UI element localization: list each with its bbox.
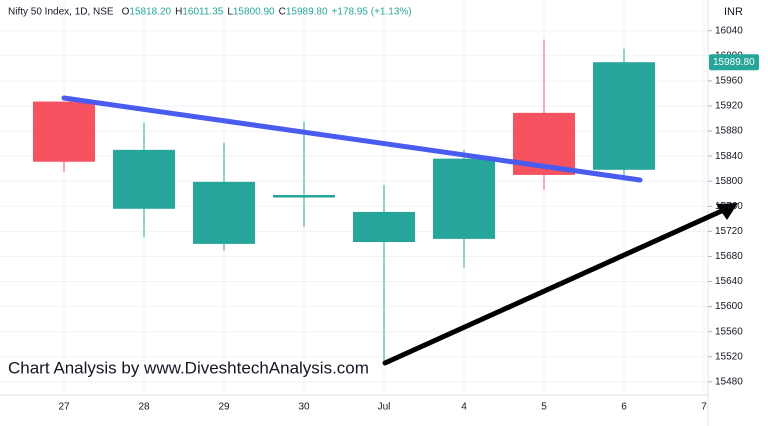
y-tick-label: 15880: [715, 126, 743, 137]
candle-body: [273, 194, 335, 198]
candle-body: [353, 211, 415, 243]
currency: INR: [724, 6, 743, 18]
trend-line: [61, 95, 643, 183]
candle-body: [113, 149, 175, 209]
candles: [33, 39, 655, 365]
field-label: L: [227, 7, 233, 18]
axis: 15480 15520 15560 15600 15640 15680 15720 15760…: [58, 25, 759, 413]
x-tick-label: 28: [138, 402, 150, 413]
x-tick-label: 30: [298, 402, 310, 413]
field-label: H: [175, 7, 182, 18]
x-tick-label: 7: [701, 402, 707, 413]
arrow-head: [716, 203, 738, 220]
y-tick-label: 15520: [715, 351, 743, 362]
trend-arrow: [382, 206, 729, 366]
candle-body: [433, 158, 495, 239]
x-tick-label: 29: [218, 402, 230, 413]
y-tick-label: 15640: [715, 276, 743, 287]
y-tick-label: 15840: [715, 151, 743, 162]
y-tick-label: 15480: [715, 376, 743, 387]
field-value: 15800.90: [233, 7, 275, 18]
change: +178.95 (+1.13%): [332, 7, 412, 18]
x-tick-label: 4: [461, 402, 467, 413]
x-tick-label: Jul: [378, 402, 391, 413]
field-value: 16011.35: [182, 7, 223, 18]
x-tick-label: 27: [58, 402, 70, 413]
y-tick-label: 15720: [715, 226, 743, 237]
y-tick-label: 15680: [715, 251, 743, 262]
candle-body: [33, 101, 95, 162]
candle-body: [593, 62, 655, 170]
header: Nifty 50 Index, 1D, NSE O 15818.20 H 16011.3…: [8, 7, 412, 18]
y-tick-label: 16040: [715, 25, 743, 36]
field-value: 15989.80: [286, 7, 328, 18]
candle-body: [193, 181, 255, 244]
y-tick-label: 15600: [715, 301, 743, 312]
last-price-tag: [709, 54, 759, 71]
field-label: C: [279, 7, 286, 18]
field-value: 15818.20: [129, 7, 171, 18]
watermark: Chart Analysis by www.DiveshtechAnalysis…: [8, 358, 369, 377]
last-price-label: 15989.80: [713, 57, 755, 68]
x-tick-label: 6: [621, 402, 627, 413]
x-tick-label: 5: [541, 402, 547, 413]
field-label: O: [122, 7, 130, 18]
y-tick-label: 15800: [715, 176, 743, 187]
y-tick-label: 15560: [715, 326, 743, 337]
symbol: Nifty 50 Index, 1D, NSE: [8, 7, 114, 18]
y-tick-label: 15960: [715, 76, 743, 87]
y-tick-label: 15760: [715, 201, 743, 212]
y-tick-label: 15920: [715, 101, 743, 112]
